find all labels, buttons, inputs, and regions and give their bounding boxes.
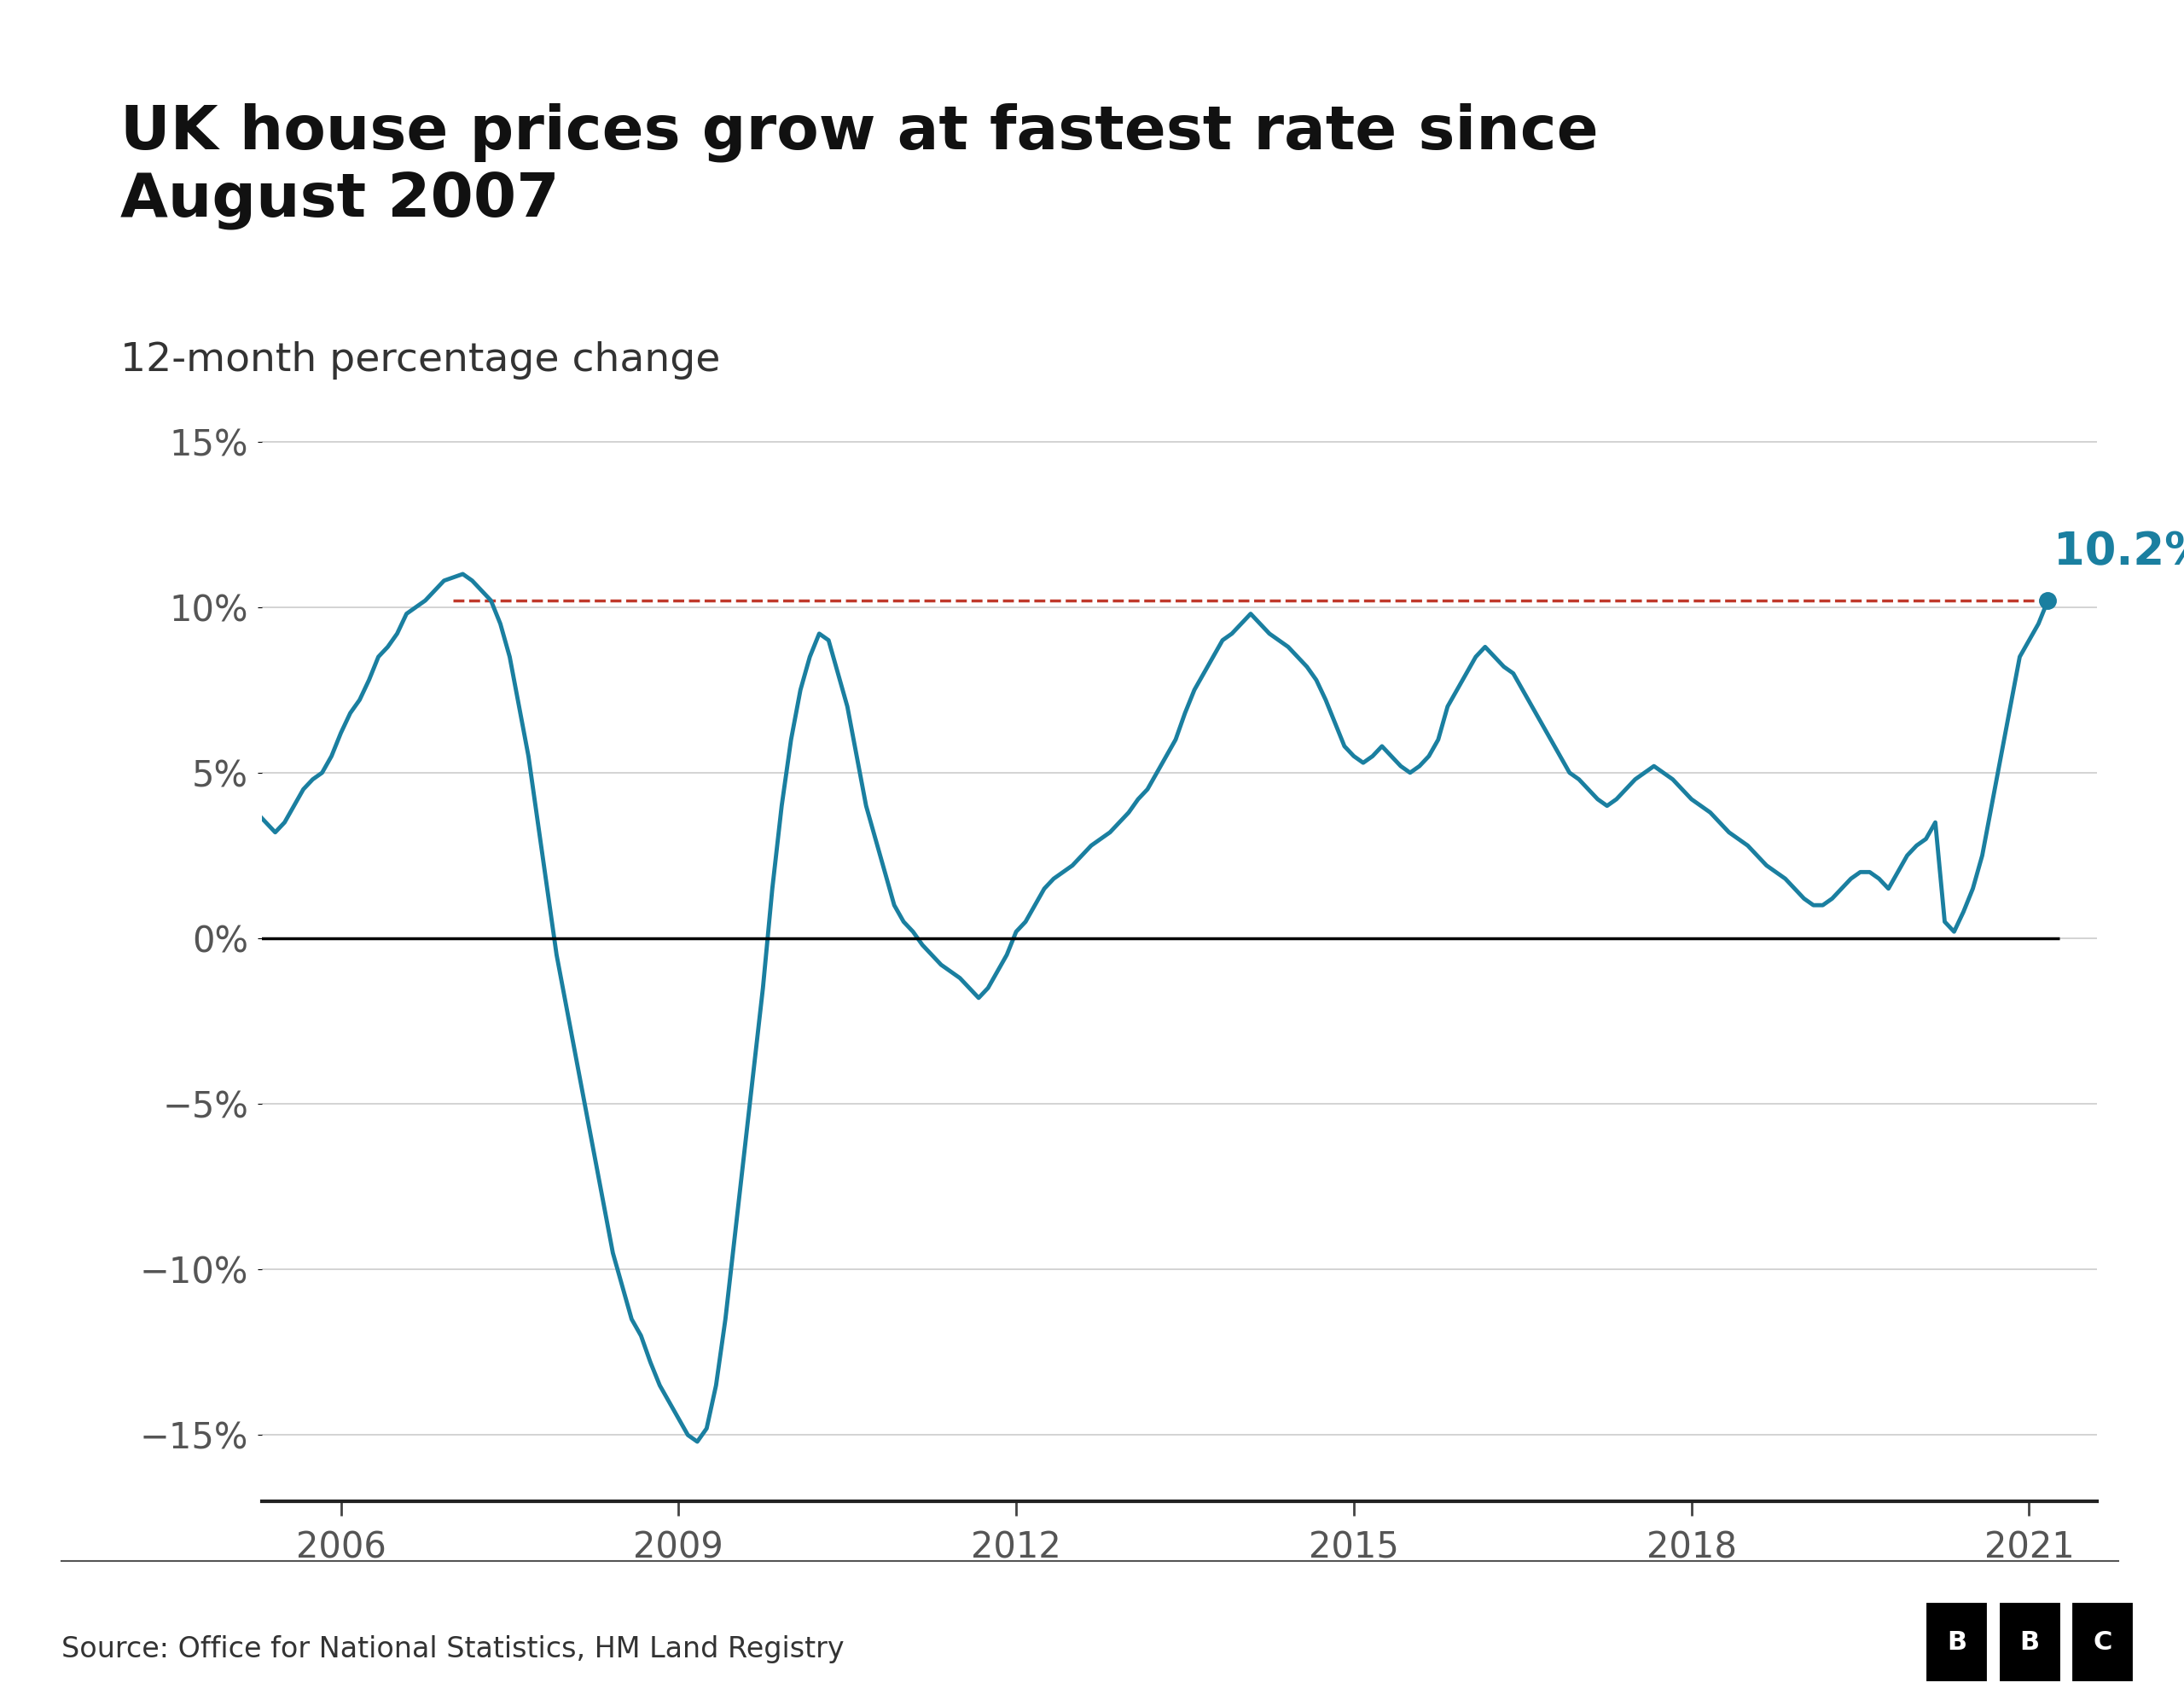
Text: B: B	[1946, 1629, 1968, 1655]
Text: UK house prices grow at fastest rate since
August 2007: UK house prices grow at fastest rate sin…	[120, 102, 1599, 230]
FancyBboxPatch shape	[1924, 1600, 1990, 1684]
FancyBboxPatch shape	[1998, 1600, 2062, 1684]
Text: 12-month percentage change: 12-month percentage change	[120, 341, 721, 380]
Text: C: C	[2092, 1629, 2112, 1655]
FancyBboxPatch shape	[2070, 1600, 2134, 1684]
Text: 10.2%: 10.2%	[2053, 529, 2184, 573]
Text: Source: Office for National Statistics, HM Land Registry: Source: Office for National Statistics, …	[61, 1634, 843, 1663]
Text: B: B	[2020, 1629, 2040, 1655]
